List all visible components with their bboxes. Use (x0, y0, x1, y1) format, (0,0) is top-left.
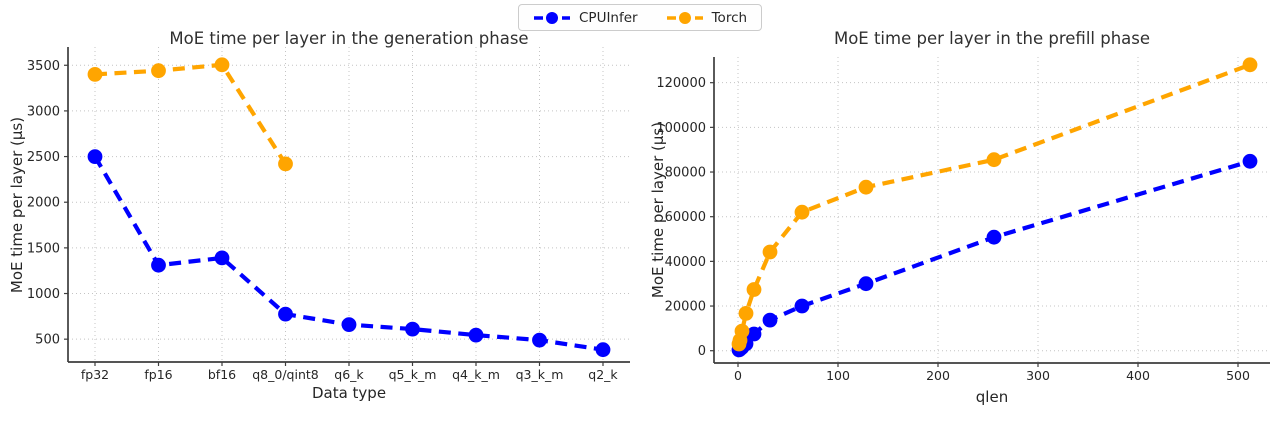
xtick-label: 500 (1226, 368, 1250, 383)
xtick-label: 400 (1126, 368, 1150, 383)
tick-marks (710, 82, 1239, 367)
data-point (87, 149, 103, 165)
ytick-label: 2500 (27, 150, 60, 165)
generation-xaxis-label: Data type (311, 384, 387, 402)
ytick-label: 80000 (665, 166, 706, 181)
data-point (762, 312, 778, 328)
xtick-label: q4_k_m (452, 367, 500, 382)
ytick-label: 20000 (665, 300, 706, 315)
data-point (468, 327, 484, 343)
legend-marker-icon (534, 11, 570, 24)
xtick-label: q3_k_m (516, 367, 564, 382)
axes-spines (713, 57, 1270, 364)
generation-chart: 500 1000 1500 2000 2500 3000 3500 fp32 fp16 bf16 q… (27, 47, 630, 382)
data-point (1242, 57, 1258, 73)
ytick-label: 100000 (656, 121, 706, 136)
series-line (736, 62, 1251, 345)
data-point (1242, 153, 1258, 169)
legend-label: CPUInfer (579, 9, 638, 26)
ytick-label: 3000 (27, 104, 60, 119)
series-line (94, 62, 288, 166)
ytick-label: 120000 (656, 76, 706, 91)
data-point (794, 204, 810, 220)
ytick-label: 0 (698, 344, 706, 359)
xtick-label: fp32 (81, 367, 109, 382)
ytick-label: 2000 (27, 196, 60, 211)
data-point (794, 298, 810, 314)
prefill-xaxis-label: qlen (975, 388, 1009, 406)
series-cpuinfer (87, 149, 611, 358)
data-point (734, 323, 750, 339)
data-point (151, 257, 166, 273)
xtick-label: 100 (826, 368, 850, 383)
data-point (405, 321, 420, 337)
data-point (341, 317, 357, 332)
xtick-label: q6_k (334, 367, 364, 382)
data-point (858, 276, 874, 292)
ytick-label: 500 (35, 333, 60, 348)
axes-spines (67, 47, 630, 363)
legend-label: Torch (711, 9, 748, 26)
xtick-label: q2_k (588, 367, 618, 382)
data-point (738, 306, 754, 321)
ytick-label: 3500 (27, 59, 60, 74)
tick-labels: 500 1000 1500 2000 2500 3000 3500 fp32 fp16 bf16 q… (27, 59, 619, 382)
tick-marks (64, 64, 604, 366)
data-point (278, 156, 293, 172)
legend: CPUInfer Torch (518, 4, 763, 31)
xtick-label: q8_0/qint8 (252, 367, 319, 382)
data-point (532, 332, 547, 348)
ytick-label: 1000 (27, 287, 60, 302)
xtick-label: 200 (926, 368, 950, 383)
data-point (278, 306, 293, 322)
data-point (986, 229, 1002, 245)
ytick-label: 1500 (27, 241, 60, 256)
tick-labels: 0 20000 40000 60000 80000 100000 120000 0 100 200… (656, 76, 1250, 383)
legend-item-cpuinfer: CPUInfer (533, 10, 638, 26)
series-torch (731, 57, 1258, 352)
ytick-label: 40000 (665, 255, 706, 270)
series-cpuinfer (731, 153, 1258, 358)
data-point (746, 326, 762, 342)
data-point (214, 57, 230, 73)
data-point (746, 282, 762, 297)
xtick-label: bf16 (208, 367, 236, 382)
legend-item-torch: Torch (666, 10, 747, 26)
data-point (595, 342, 611, 358)
legend-marker-icon (666, 11, 703, 24)
xtick-label: q5_k_m (389, 367, 437, 382)
generation-chart-title: MoE time per layer in the generation pha… (169, 29, 529, 48)
data-point (87, 67, 103, 82)
xtick-label: fp16 (144, 367, 172, 382)
grid (68, 47, 630, 362)
prefill-chart: 0 20000 40000 60000 80000 100000 120000 0 100 200… (656, 57, 1270, 383)
generation-yaxis-label: MoE time per layer (μs) (8, 116, 26, 294)
series-line (737, 159, 1251, 352)
data-point (986, 152, 1002, 168)
ytick-label: 60000 (665, 210, 706, 225)
data-point (762, 244, 778, 260)
series-torch (87, 57, 293, 172)
prefill-yaxis-label: MoE time per layer (μs) (649, 121, 667, 299)
xtick-label: 0 (734, 368, 742, 383)
data-point (214, 250, 230, 266)
data-point (151, 63, 166, 79)
xtick-label: 300 (1026, 368, 1050, 383)
data-point (858, 179, 874, 195)
prefill-chart-title: MoE time per layer in the prefill phase (833, 29, 1151, 48)
